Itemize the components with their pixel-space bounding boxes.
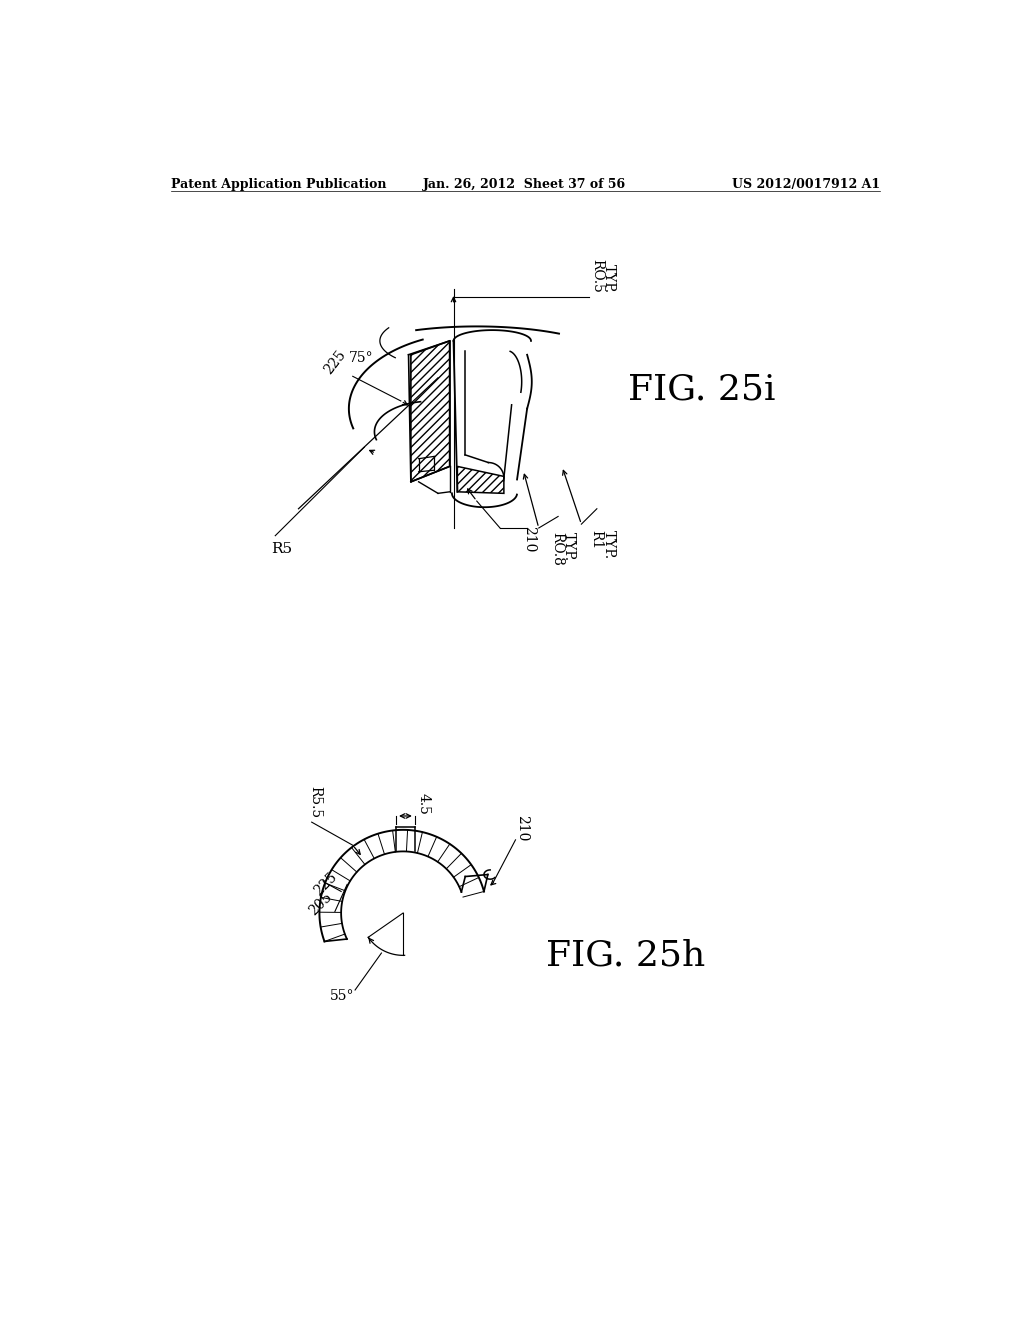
Text: 225: 225 xyxy=(322,347,349,378)
Text: 4.5: 4.5 xyxy=(417,792,430,814)
Text: TYP.: TYP. xyxy=(602,264,616,293)
Text: R1: R1 xyxy=(589,531,603,549)
Text: 210: 210 xyxy=(515,816,529,841)
Text: TYP.: TYP. xyxy=(562,532,575,561)
Text: 205: 205 xyxy=(306,890,335,917)
Polygon shape xyxy=(411,341,450,482)
Text: RO.8: RO.8 xyxy=(550,532,564,566)
Text: 75°: 75° xyxy=(349,351,374,364)
Text: FIG. 25i: FIG. 25i xyxy=(628,372,775,407)
Text: 55°: 55° xyxy=(330,989,354,1003)
Polygon shape xyxy=(458,466,504,494)
Text: 225: 225 xyxy=(311,870,340,898)
Text: RO.5: RO.5 xyxy=(591,259,605,293)
Text: US 2012/0017912 A1: US 2012/0017912 A1 xyxy=(731,178,880,190)
Text: R5.5: R5.5 xyxy=(308,787,322,818)
Text: FIG. 25h: FIG. 25h xyxy=(547,939,706,973)
Text: Jan. 26, 2012  Sheet 37 of 56: Jan. 26, 2012 Sheet 37 of 56 xyxy=(423,178,627,190)
Text: R5: R5 xyxy=(271,543,293,556)
Text: 210: 210 xyxy=(521,527,536,553)
Text: TYP.: TYP. xyxy=(601,531,615,560)
Text: Patent Application Publication: Patent Application Publication xyxy=(171,178,386,190)
